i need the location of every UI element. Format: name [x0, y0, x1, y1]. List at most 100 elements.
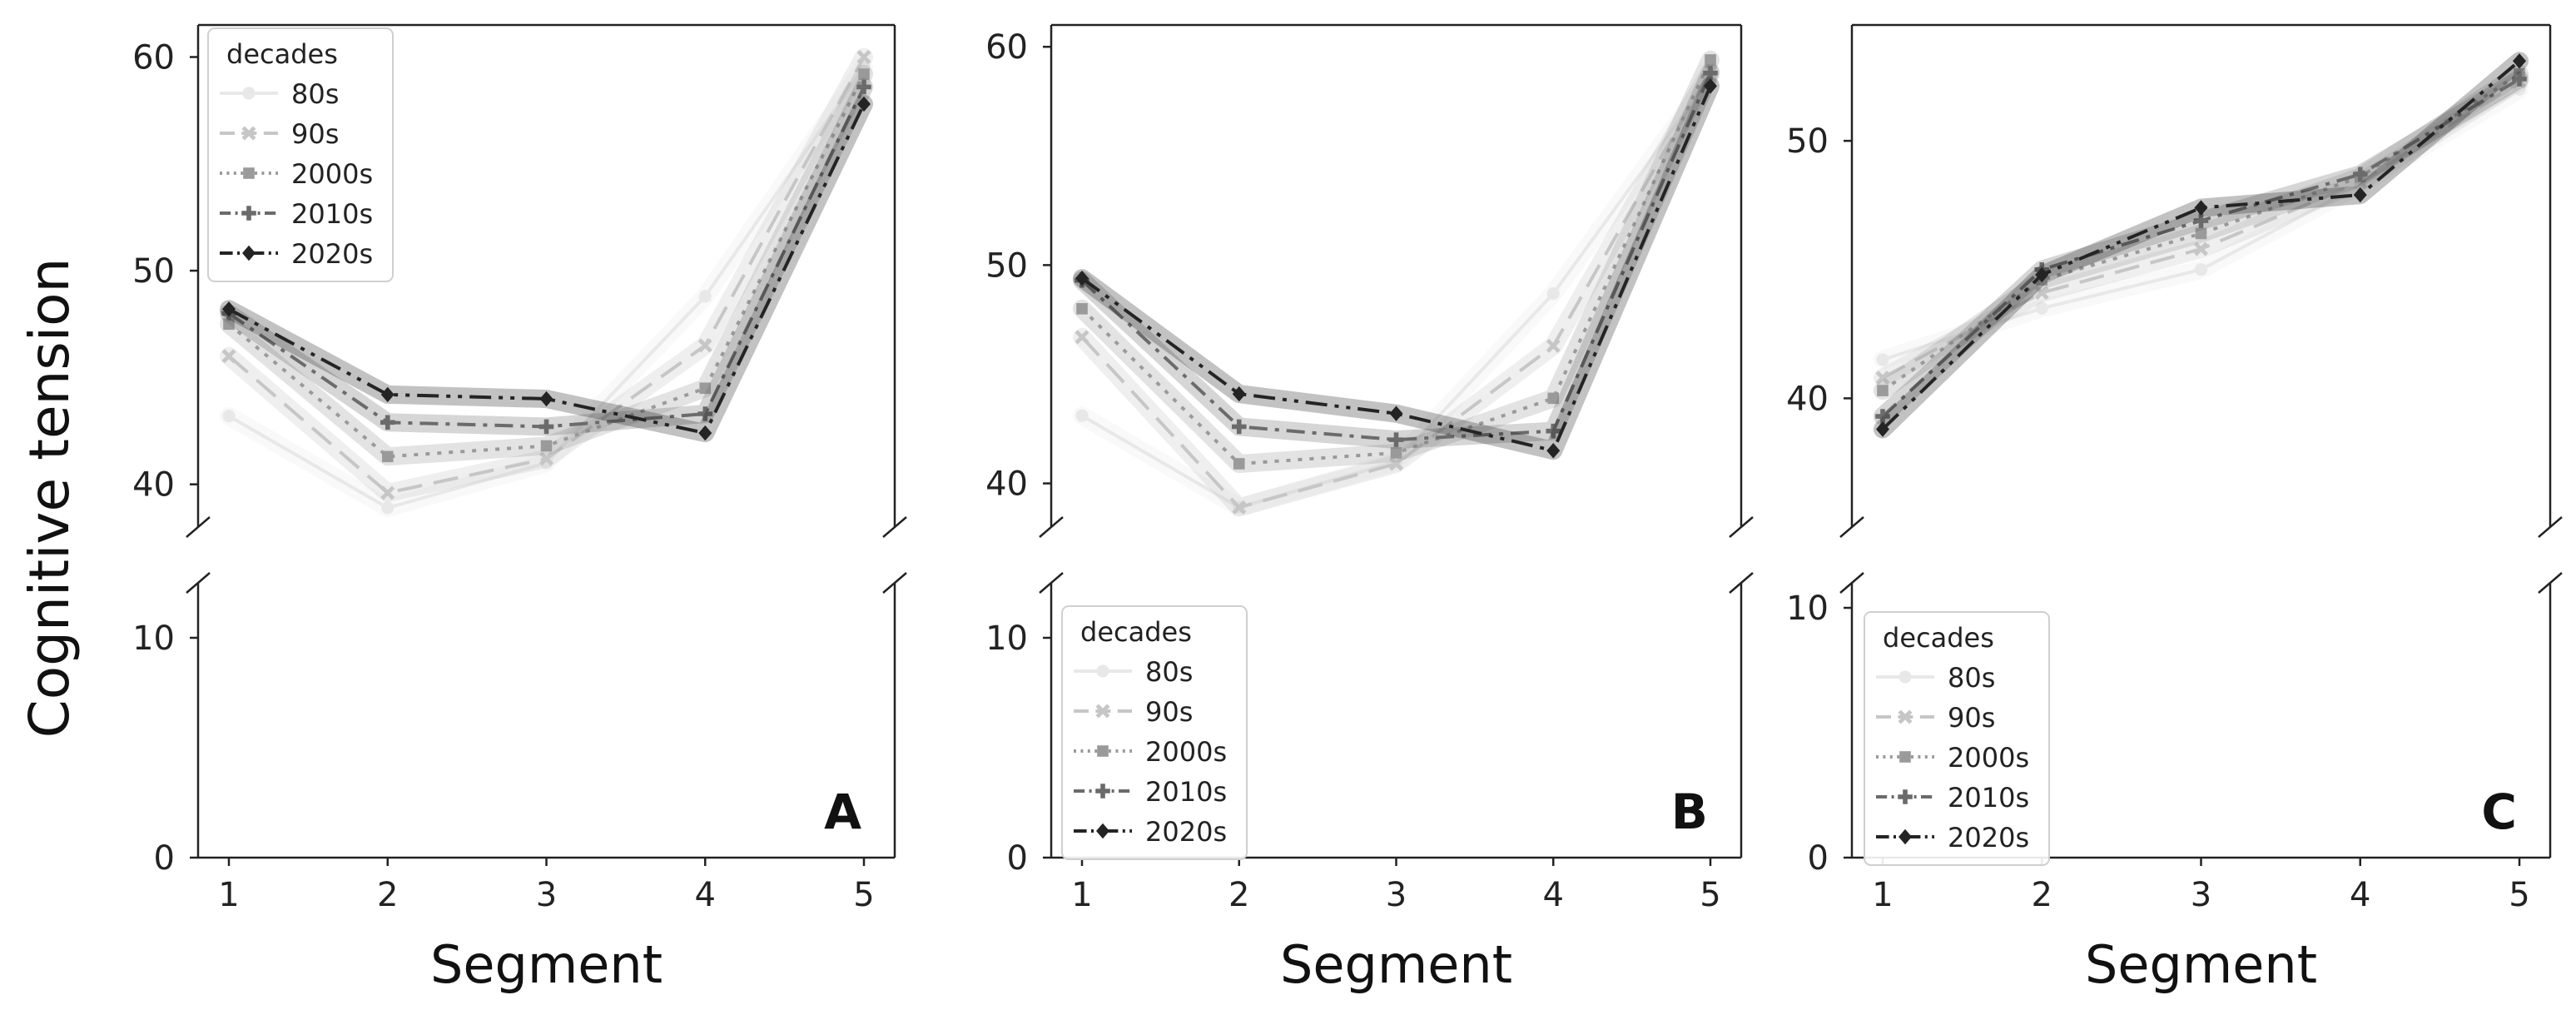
- data-point: [2035, 301, 2048, 315]
- data-point: [539, 391, 553, 407]
- legend-label: 2000s: [291, 158, 373, 190]
- y-tick-label: 0: [1007, 839, 1028, 878]
- x-tick-label: 2: [377, 876, 398, 914]
- axis-break-mark: [186, 516, 211, 538]
- x-tick-label: 5: [1700, 876, 1720, 914]
- data-point: [1389, 405, 1403, 421]
- legend-label: 2010s: [1948, 782, 2029, 813]
- x-tick-label: 1: [218, 876, 239, 914]
- y-tick-label: 10: [1786, 590, 1829, 628]
- data-point: [1231, 419, 1247, 435]
- data-point: [1546, 443, 1561, 459]
- axis-break-mark: [2538, 572, 2563, 594]
- data-point: [697, 338, 712, 353]
- legend-label: 80s: [1145, 656, 1193, 688]
- data-point: [2034, 286, 2049, 301]
- data-point: [1703, 65, 1718, 81]
- data-point: [2195, 227, 2207, 240]
- legend-marker: [1898, 828, 1912, 845]
- x-tick-label: 5: [2509, 876, 2529, 914]
- data-point: [1075, 330, 1089, 345]
- axis-break-mark: [186, 572, 211, 594]
- legend-label: 80s: [291, 78, 339, 110]
- data-point: [1547, 392, 1560, 405]
- data-point: [1705, 54, 1716, 66]
- legend: decades 80s 90s 2000s 2010s 2020s: [1061, 605, 1248, 860]
- series-2000s: [220, 65, 873, 466]
- data-point: [2512, 72, 2527, 87]
- legend-marker: [1095, 784, 1110, 799]
- axis-break-mark: [1839, 572, 1864, 594]
- data-point: [1232, 386, 1246, 402]
- data-point: [699, 382, 712, 395]
- x-tick-label: 3: [2191, 876, 2211, 914]
- y-tick-label: 0: [1808, 839, 1829, 878]
- data-point: [1546, 286, 1560, 301]
- series-line: [1881, 72, 2521, 392]
- panel-letter: B: [1671, 784, 1708, 840]
- legend-label: 2000s: [1948, 742, 2029, 774]
- data-point: [381, 501, 395, 515]
- data-point: [2194, 263, 2208, 276]
- legend-marker: [1899, 751, 1911, 763]
- x-axis-label: Segment: [2085, 934, 2317, 995]
- series-2020s: [1073, 77, 1720, 460]
- data-point: [380, 386, 395, 403]
- legend-marker: [242, 87, 256, 100]
- data-point: [1076, 303, 1088, 315]
- data-point: [223, 318, 235, 331]
- series-line: [228, 103, 866, 435]
- series-2010s: [220, 77, 873, 436]
- legend-label: 2020s: [291, 238, 373, 270]
- legend: decades 80s 90s 2000s 2010s 2020s: [207, 27, 394, 282]
- data-point: [2513, 53, 2526, 69]
- legend-marker: [1898, 670, 1912, 684]
- series-2020s: [220, 94, 873, 443]
- y-tick-label: 40: [985, 465, 1028, 504]
- legend-title: decades: [1080, 616, 1192, 648]
- series-2000s: [1073, 50, 1720, 473]
- legend-label: 2010s: [1145, 776, 1227, 808]
- panel-letter: C: [2481, 784, 2517, 840]
- series-90s: [220, 47, 873, 502]
- x-tick-label: 1: [1872, 876, 1893, 914]
- data-point: [858, 68, 870, 80]
- series-line: [1080, 85, 1712, 453]
- legend-label: 2010s: [291, 198, 373, 230]
- axis-break-mark: [2538, 516, 2563, 538]
- data-point: [697, 406, 713, 421]
- data-point: [857, 96, 871, 112]
- x-tick-label: 3: [536, 876, 557, 914]
- axis-break-mark: [1729, 572, 1754, 594]
- legend-title: decades: [1883, 622, 1994, 654]
- axis-break-mark: [1039, 516, 1064, 538]
- axis-break-mark: [1039, 572, 1064, 594]
- y-tick-label: 0: [154, 839, 175, 878]
- data-point: [1704, 78, 1717, 94]
- data-point: [2352, 167, 2368, 182]
- legend-marker: [242, 245, 256, 261]
- legend-label: 90s: [1948, 702, 1995, 734]
- data-point: [1875, 371, 1890, 386]
- x-tick-label: 2: [1228, 876, 1249, 914]
- x-axis-label: Segment: [430, 934, 663, 995]
- legend-marker: [1095, 704, 1110, 719]
- legend-marker: [1898, 709, 1913, 724]
- y-tick-label: 60: [132, 38, 175, 77]
- data-point: [2193, 213, 2209, 228]
- data-point: [1546, 423, 1561, 439]
- series-confidence-band: [1073, 50, 1720, 473]
- data-point: [221, 349, 236, 364]
- series-2020s: [1874, 52, 2529, 439]
- x-tick-label: 1: [1071, 876, 1092, 914]
- data-point: [1233, 458, 1245, 470]
- data-point: [698, 290, 712, 303]
- x-tick-label: 4: [2350, 876, 2370, 914]
- legend-title: decades: [226, 38, 338, 70]
- x-tick-label: 2: [2032, 876, 2052, 914]
- data-point: [1389, 456, 1403, 471]
- y-tick-label: 50: [132, 252, 175, 291]
- legend-label: 90s: [291, 118, 339, 150]
